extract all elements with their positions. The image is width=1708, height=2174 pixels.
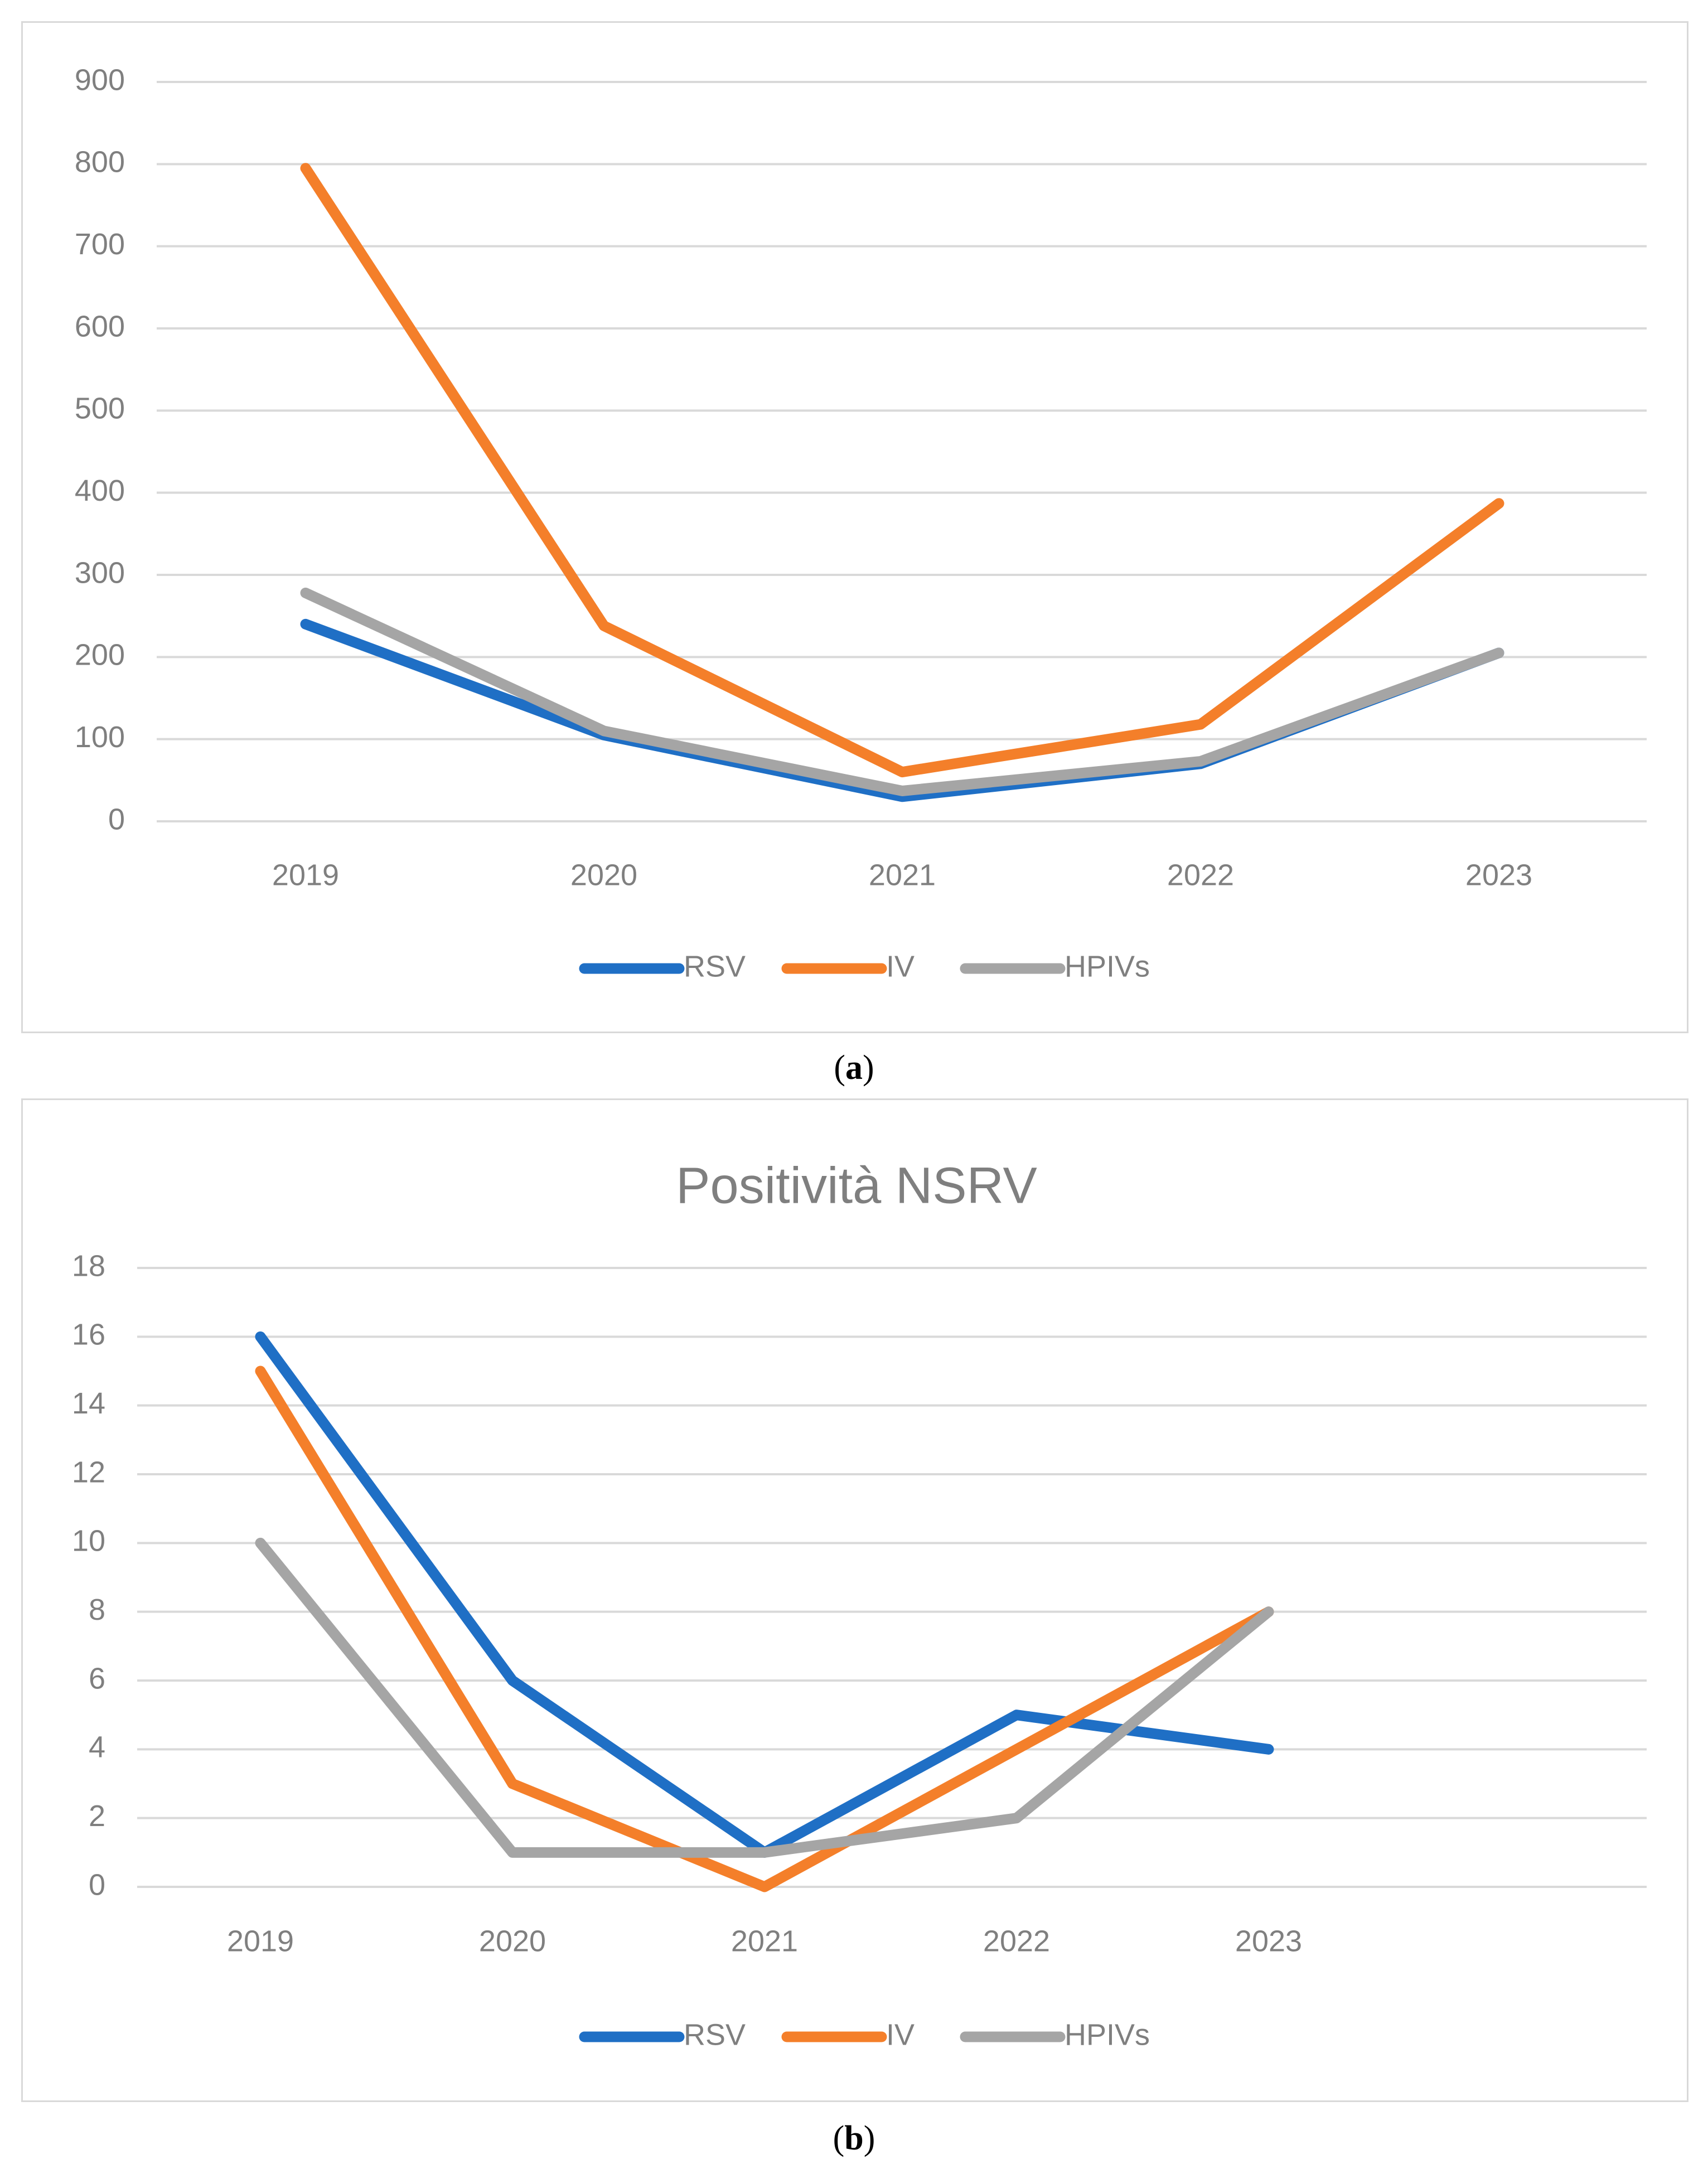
y-tick-label: 2 bbox=[89, 1799, 105, 1833]
chart-title: Positività NSRV bbox=[676, 1157, 1037, 1214]
x-tick-label: 2021 bbox=[869, 858, 936, 892]
legend-label-iv: IV bbox=[886, 2018, 915, 2051]
x-tick-label: 2022 bbox=[983, 1924, 1050, 1958]
legend-label-rsv: RSV bbox=[684, 2018, 746, 2051]
y-tick-label: 500 bbox=[75, 392, 125, 425]
x-tick-label: 2023 bbox=[1235, 1924, 1302, 1958]
caption-b: (b) bbox=[833, 2119, 875, 2157]
y-tick-label: 100 bbox=[75, 720, 125, 754]
y-tick-label: 400 bbox=[75, 474, 125, 507]
y-tick-label: 0 bbox=[89, 1868, 105, 1901]
chart-panel-b: Positività NSRV 0 2 4 6 8 10 12 14 16 18 2019 2020 20… bbox=[21, 1098, 1688, 2102]
y-tick-label: 8 bbox=[89, 1593, 105, 1626]
y-tick-label: 600 bbox=[75, 309, 125, 343]
x-tick-label: 2021 bbox=[731, 1924, 798, 1958]
y-tick-label: 0 bbox=[108, 802, 125, 836]
y-tick-label: 4 bbox=[89, 1731, 105, 1764]
series-line-rsv bbox=[255, 1331, 1274, 1858]
y-tick-label: 12 bbox=[72, 1455, 105, 1489]
y-tick-label: 14 bbox=[72, 1387, 105, 1420]
chart-panel-a: 0 100 200 300 400 500 600 700 800 900 2019 2020 2021… bbox=[21, 21, 1688, 1033]
line-chart-b: Positività NSRV 0 2 4 6 8 10 12 14 16 18 2019 2020 20… bbox=[72, 1157, 1647, 2051]
line-chart-a: 0 100 200 300 400 500 600 700 800 900 2019 2020 2021… bbox=[75, 63, 1647, 983]
y-tick-label: 700 bbox=[75, 227, 125, 261]
y-tick-label: 10 bbox=[72, 1524, 105, 1558]
series-line-hpivs bbox=[300, 587, 1504, 796]
legend-label-iv: IV bbox=[886, 950, 915, 983]
series-line-iv bbox=[255, 1366, 1274, 1892]
x-tick-label: 2022 bbox=[1167, 858, 1234, 892]
x-tick-label: 2023 bbox=[1465, 858, 1532, 892]
y-tick-label: 18 bbox=[72, 1249, 105, 1282]
x-tick-label: 2020 bbox=[570, 858, 637, 892]
caption-a: (a) bbox=[834, 1049, 874, 1087]
x-tick-label: 2019 bbox=[227, 1924, 294, 1958]
y-tick-label: 900 bbox=[75, 63, 125, 96]
legend-label-hpivs: HPIVs bbox=[1065, 950, 1150, 983]
y-tick-label: 6 bbox=[89, 1662, 105, 1695]
y-tick-label: 800 bbox=[75, 146, 125, 179]
series-line-iv bbox=[300, 163, 1504, 778]
y-tick-label: 300 bbox=[75, 556, 125, 589]
series-line-hpivs bbox=[255, 1537, 1274, 1858]
legend-label-hpivs: HPIVs bbox=[1065, 2018, 1150, 2051]
y-tick-label: 200 bbox=[75, 638, 125, 672]
x-tick-label: 2020 bbox=[479, 1924, 546, 1958]
legend-label-rsv: RSV bbox=[684, 950, 746, 983]
y-tick-label: 16 bbox=[72, 1318, 105, 1352]
x-tick-label: 2019 bbox=[272, 858, 339, 892]
